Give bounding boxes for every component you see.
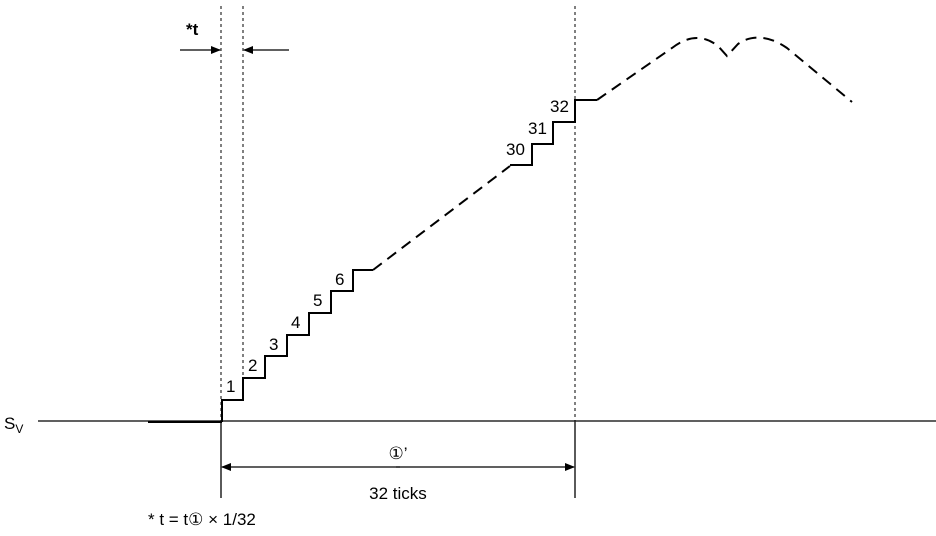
t-marker-label: *t (186, 20, 199, 39)
step-label-4: 4 (291, 313, 300, 332)
footnote: * t = t① × 1/32 (148, 510, 256, 529)
step-label-1: 1 (226, 377, 235, 396)
step-label-30: 30 (506, 140, 525, 159)
step-label-31: 31 (528, 119, 547, 138)
staircase-steps-30-32 (510, 99, 597, 166)
step-label-5: 5 (313, 291, 322, 310)
step-label-6: 6 (335, 270, 344, 289)
post-ramp-dashed-curve (596, 36, 853, 103)
sv-axis-label: SV (4, 414, 23, 436)
step-label-2: 2 (248, 356, 257, 375)
step-label-32: 32 (550, 97, 569, 116)
interval-symbol: ①’ (388, 444, 407, 463)
interval-ticks-label: 32 ticks (369, 484, 427, 503)
step-label-3: 3 (269, 335, 278, 354)
staircase-steps-1-6 (221, 269, 373, 422)
ramp-dashed-segment (372, 165, 511, 271)
